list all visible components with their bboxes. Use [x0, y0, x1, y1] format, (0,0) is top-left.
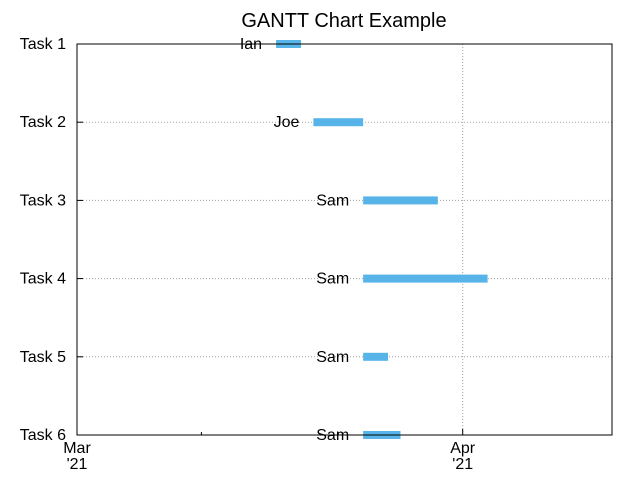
plot-border [76, 43, 613, 436]
task-bar [363, 352, 389, 361]
x-tick-label-year: '21 [67, 456, 88, 473]
task-assignee-label: Sam [316, 192, 349, 209]
task-bars [276, 40, 488, 439]
x-tick-label-year: '21 [452, 456, 473, 473]
task-assignee-label: Sam [316, 271, 349, 288]
task-assignee-label: Sam [316, 349, 349, 366]
task-bar [363, 274, 488, 283]
task-name-label: Task 1 [20, 36, 66, 53]
task-name-label: Task 2 [20, 114, 66, 131]
chart-title: GANTT Chart Example [241, 10, 446, 32]
task-bar [313, 118, 364, 127]
task-name-label: Task 4 [20, 271, 66, 288]
task-name-label: Task 3 [20, 192, 66, 209]
task-name-label: Task 6 [20, 427, 66, 444]
grid-lines [77, 43, 612, 436]
task-name-label: Task 5 [20, 349, 66, 366]
task-assignee-label: Joe [274, 114, 300, 131]
task-bar [363, 196, 438, 205]
x-tick-label-month: Apr [450, 440, 476, 457]
x-tick-label-month: Mar [63, 440, 91, 457]
